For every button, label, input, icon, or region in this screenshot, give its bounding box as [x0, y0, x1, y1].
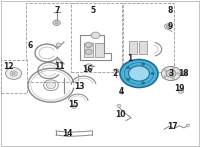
Bar — [139, 41, 147, 54]
Circle shape — [126, 78, 130, 81]
Bar — [84, 43, 93, 57]
Circle shape — [91, 32, 100, 39]
Text: 11: 11 — [54, 62, 64, 71]
Circle shape — [178, 89, 184, 93]
Text: 6: 6 — [27, 41, 32, 50]
Bar — [95, 43, 104, 57]
Circle shape — [129, 66, 149, 81]
Text: 16: 16 — [82, 65, 92, 74]
Circle shape — [181, 71, 188, 76]
Text: 7: 7 — [54, 6, 60, 15]
Circle shape — [85, 49, 92, 54]
Circle shape — [186, 124, 190, 126]
Text: 14: 14 — [62, 129, 72, 138]
Circle shape — [12, 72, 15, 75]
Circle shape — [117, 104, 121, 107]
Circle shape — [161, 66, 181, 81]
Circle shape — [85, 42, 92, 47]
Text: 17: 17 — [167, 122, 177, 131]
Circle shape — [142, 63, 145, 65]
Text: 18: 18 — [178, 69, 188, 78]
Circle shape — [164, 24, 172, 29]
Text: 3: 3 — [169, 69, 174, 78]
Circle shape — [114, 69, 119, 72]
Bar — [123, 3, 174, 72]
Circle shape — [183, 72, 186, 75]
Text: 1: 1 — [127, 54, 132, 63]
Circle shape — [177, 73, 179, 74]
Circle shape — [142, 82, 145, 84]
Circle shape — [151, 72, 154, 75]
Text: 4: 4 — [118, 87, 124, 96]
Bar — [129, 41, 137, 54]
Circle shape — [164, 76, 166, 77]
Text: 19: 19 — [174, 84, 184, 93]
Circle shape — [172, 68, 174, 69]
Bar — [1, 60, 27, 93]
Circle shape — [55, 22, 58, 24]
Circle shape — [6, 68, 22, 79]
Circle shape — [172, 78, 174, 79]
Bar — [71, 3, 122, 72]
Circle shape — [53, 20, 60, 25]
Text: 10: 10 — [115, 110, 125, 119]
Text: 9: 9 — [168, 22, 173, 31]
Text: 15: 15 — [68, 100, 78, 109]
Circle shape — [56, 43, 61, 47]
Circle shape — [164, 70, 166, 71]
Text: 13: 13 — [74, 82, 84, 91]
Text: 8: 8 — [168, 6, 173, 15]
Circle shape — [120, 91, 124, 94]
Bar — [26, 3, 78, 82]
Circle shape — [120, 60, 158, 87]
Circle shape — [169, 72, 173, 75]
Circle shape — [72, 105, 76, 108]
Circle shape — [126, 66, 130, 69]
Circle shape — [10, 71, 17, 76]
Circle shape — [56, 59, 61, 63]
Text: 12: 12 — [3, 62, 14, 71]
Circle shape — [46, 82, 56, 89]
Circle shape — [166, 25, 170, 28]
Text: 2: 2 — [112, 69, 118, 78]
Circle shape — [166, 70, 176, 77]
Text: 5: 5 — [90, 6, 96, 15]
